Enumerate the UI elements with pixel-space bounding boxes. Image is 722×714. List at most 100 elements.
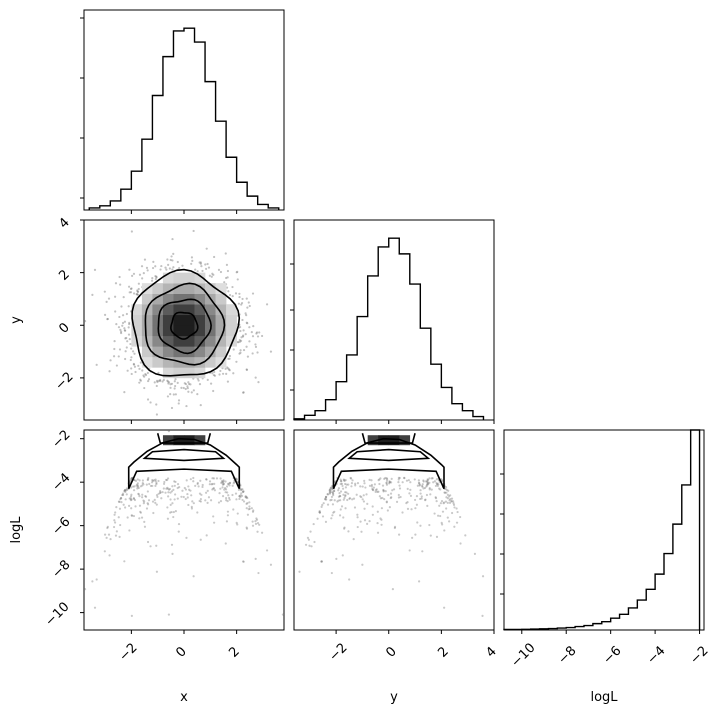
scatter-point-x-logL — [171, 552, 174, 555]
scatter-point-x-logL — [187, 485, 190, 488]
scatter-point-x-logL — [167, 491, 170, 494]
scatter-point-x-logL — [246, 502, 249, 505]
scatter-point-xy — [242, 391, 245, 394]
scatter-point-y-logL — [330, 488, 333, 491]
scatter-point-x-logL — [241, 498, 244, 502]
scatter-point-x-logL — [205, 478, 208, 481]
scatter-point-x-logL — [222, 482, 225, 485]
scatter-point-x-logL — [227, 483, 230, 486]
scatter-point-x-logL — [238, 495, 241, 498]
tick-ybottom-neg2: −2 — [326, 640, 350, 664]
scatter-point-x-logL — [148, 482, 151, 486]
scatter-point-y-logL — [306, 536, 310, 539]
scatter-point-xy — [91, 293, 94, 297]
scatter-point-xy — [115, 364, 118, 367]
scatter-point-x-logL — [184, 488, 188, 491]
scatter-point-xy — [124, 337, 127, 340]
scatter-point-xy — [188, 382, 191, 386]
scatter-point-y-logL — [391, 489, 394, 492]
y-axis-label-bottom: y — [390, 690, 398, 705]
scatter-point-y-logL — [313, 540, 316, 544]
scatter-point-xy — [260, 334, 264, 338]
scatter-point-y-logL — [309, 530, 312, 533]
scatter-point-y-logL — [416, 484, 419, 487]
scatter-point-xy — [227, 290, 230, 293]
scatter-point-x-logL — [115, 506, 118, 509]
scatter-point-x-logL — [242, 560, 245, 563]
scatter-point-xy — [131, 350, 135, 353]
scatter-point-xy — [185, 404, 188, 408]
scatter-point-xy — [269, 350, 273, 353]
scatter-point-x-logL — [133, 485, 136, 488]
logL-histogram — [503, 429, 701, 631]
scatter-point-xy — [167, 429, 171, 433]
scatter-point-xy — [242, 329, 245, 332]
scatter-point-y-logL — [281, 613, 285, 616]
scatter-point-y-logL — [450, 500, 453, 503]
density-cell-xy — [205, 356, 216, 368]
scatter-point-x-logL — [227, 482, 230, 485]
scatter-point-xy — [103, 290, 106, 293]
scatter-point-y-logL — [320, 560, 323, 563]
density-cell-xy — [141, 293, 153, 305]
scatter-point-y-logL — [371, 513, 374, 516]
scatter-point-y-logL — [449, 494, 452, 497]
scatter-point-xy — [128, 268, 131, 271]
scatter-point-y-logL — [320, 560, 323, 563]
scatter-point-x-logL — [124, 498, 127, 501]
hist-layer — [88, 27, 701, 631]
scatter-point-x-logL — [136, 478, 139, 481]
scatter-point-x-logL — [221, 483, 224, 486]
scatter-point-xy — [154, 265, 157, 268]
scatter-point-xy — [139, 379, 142, 382]
scatter-point-y-logL — [385, 477, 389, 481]
scatter-point-y-logL — [372, 486, 375, 489]
scatter-point-xy — [227, 357, 230, 360]
scatter-point-y-logL — [348, 578, 351, 581]
scatter-point-y-logL — [450, 499, 453, 503]
scatter-point-y-logL — [428, 488, 431, 491]
scatter-point-y-logL — [324, 495, 328, 499]
scatter-point-x-logL — [123, 489, 127, 492]
scatter-point-y-logL — [368, 484, 372, 487]
x-axis-label: x — [180, 690, 188, 705]
scatter-point-x-logL — [154, 484, 157, 488]
scatter-point-xy — [127, 326, 130, 329]
density-cell-xy — [184, 325, 195, 337]
scatter-point-x-logL — [128, 529, 131, 532]
scatter-point-x-logL — [191, 500, 194, 503]
scatter-point-xy — [119, 283, 122, 286]
scatter-point-x-logL — [141, 482, 144, 485]
scatter-point-xy — [129, 291, 133, 294]
scatter-point-x-logL — [199, 538, 202, 541]
density-cell-xy — [141, 356, 153, 368]
scatter-point-y-logL — [321, 515, 325, 518]
scatter-point-y-logL — [331, 491, 335, 494]
scatter-point-xy — [157, 379, 160, 382]
scatter-point-x-logL — [103, 533, 107, 536]
scatter-point-y-logL — [419, 497, 422, 501]
scatter-point-y-logL — [405, 479, 409, 482]
scatter-point-xy — [246, 306, 249, 309]
scatter-point-x-logL — [155, 482, 158, 486]
scatter-point-y-logL — [344, 494, 347, 497]
scatter-point-xy — [141, 369, 144, 372]
scatter-point-xy — [145, 266, 149, 269]
scatter-point-y-logL — [446, 493, 449, 496]
scatter-point-x-logL — [172, 488, 175, 492]
scatter-point-x-logL — [228, 496, 231, 500]
scatter-point-x-logL — [130, 477, 133, 480]
scatter-point-x-logL — [139, 510, 142, 513]
tick-x-2: 2 — [226, 644, 242, 660]
density-cell-xy — [131, 314, 143, 326]
scatter-point-y-logL — [464, 534, 467, 537]
scatter-point-x-logL — [130, 477, 133, 480]
density-cell-xy — [162, 325, 174, 337]
scatter-point-xy — [200, 265, 203, 268]
scatter-point-y-logL — [376, 510, 379, 513]
scatter-point-x-logL — [138, 517, 141, 520]
scatter-point-x-logL — [161, 490, 164, 494]
density-cell-xy — [205, 346, 216, 358]
scatter-point-x-logL — [245, 496, 248, 499]
contour-xy-4 — [131, 268, 241, 377]
